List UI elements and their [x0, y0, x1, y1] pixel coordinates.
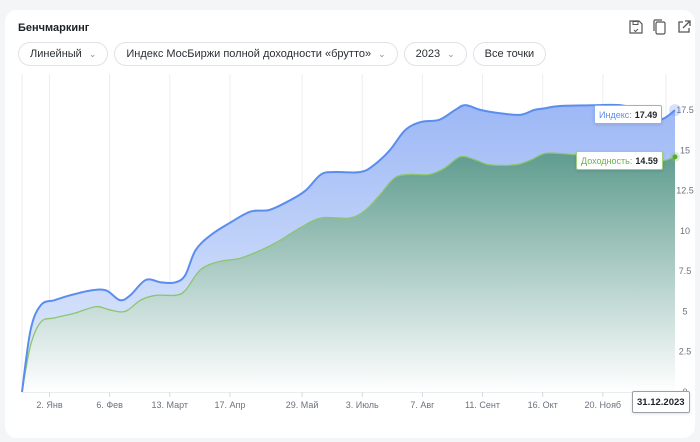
- y-tick-label: 7.5: [679, 266, 692, 276]
- y-tick-label: 12.5: [676, 186, 694, 196]
- index-tooltip-label: Индекс:: [599, 109, 632, 120]
- chevron-down-icon: ⌄: [378, 48, 386, 59]
- yield-tooltip-value: 14.59: [635, 155, 658, 166]
- x-tick-label: 3. Июль: [346, 400, 379, 410]
- x-tick-label: 29. Май: [286, 400, 319, 410]
- year-select[interactable]: 2023 ⌄: [403, 42, 467, 66]
- index-select[interactable]: Индекс МосБиржи полной доходности «брутт…: [114, 42, 398, 66]
- x-tick-label: 7. Авг: [410, 400, 435, 410]
- x-tick-label: 11. Сент: [465, 400, 500, 410]
- external-link-icon[interactable]: [676, 18, 692, 36]
- yield-tooltip: Доходность: 14.59: [576, 151, 663, 170]
- date-tooltip: 31.12.2023: [632, 391, 690, 413]
- yield-tooltip-label: Доходность:: [581, 155, 633, 166]
- index-line: [21, 103, 676, 393]
- x-tick-label: 13. Март: [152, 400, 189, 410]
- y-tick-label: 10: [680, 226, 690, 236]
- index-tooltip: Индекс: 17.49: [594, 105, 663, 124]
- yield-hover-point: [672, 154, 678, 160]
- index-hover-halo: [669, 104, 681, 117]
- y-tick-label: 17.5: [676, 105, 694, 115]
- y-tick-label: 15: [680, 145, 690, 155]
- x-tick-label: 17. Апр: [214, 400, 245, 410]
- yield-area: [22, 152, 675, 392]
- y-tick-label: 5: [682, 306, 687, 316]
- copy-icon[interactable]: [652, 18, 668, 36]
- x-tick-label: 16. Окт: [528, 400, 558, 410]
- chevron-down-icon: ⌄: [88, 48, 97, 59]
- scale-select-label: Линейный: [30, 48, 82, 60]
- index-tooltip-value: 17.49: [634, 109, 658, 120]
- x-tick-label: 2. Янв: [36, 400, 62, 410]
- all-points-label: Все точки: [484, 48, 535, 60]
- index-select-label: Индекс МосБиржи полной доходности «брутт…: [126, 48, 372, 60]
- x-tick-label: 20. Нояб: [585, 400, 622, 410]
- page-title: Бенчмаркинг: [18, 22, 90, 34]
- scale-select[interactable]: Линейный ⌄: [18, 42, 109, 66]
- year-select-label: 2023: [415, 48, 441, 60]
- all-points-button[interactable]: Все точки: [472, 42, 547, 66]
- yield-line: [21, 152, 676, 393]
- y-tick-label: 2.5: [679, 347, 692, 357]
- save-icon[interactable]: [628, 18, 644, 36]
- chevron-down-icon: ⌄: [447, 48, 455, 59]
- x-tick-label: 6. Фев: [96, 400, 123, 410]
